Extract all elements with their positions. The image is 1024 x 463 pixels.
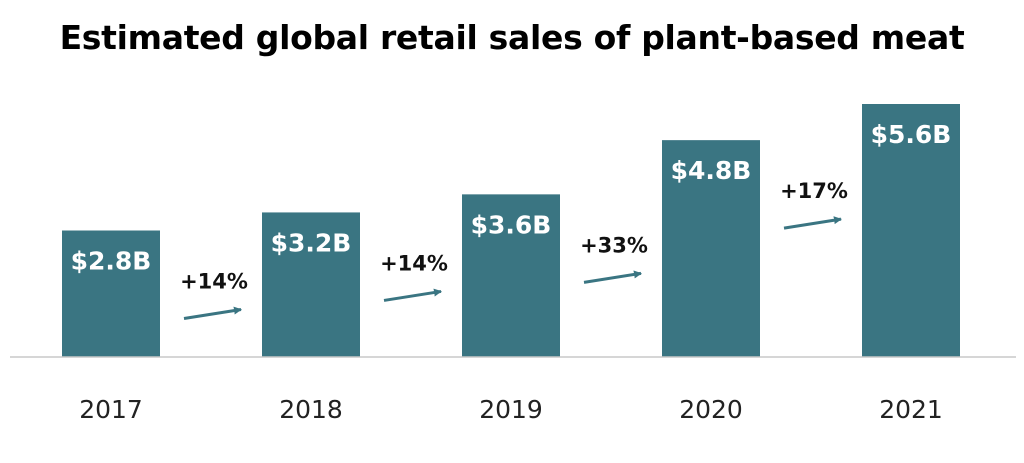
growth-arrow-icon: [183, 306, 242, 320]
bar-value-label: $4.8B: [671, 156, 752, 185]
growth-label: +17%: [780, 179, 848, 203]
bar-2021: [862, 104, 960, 357]
x-tick-label: 2019: [479, 395, 543, 424]
growth-arrow-icon: [783, 216, 842, 230]
bar-value-label: $2.8B: [71, 247, 152, 276]
bar-2018: [262, 212, 360, 357]
growth-label: +33%: [580, 233, 648, 257]
x-tick-label: 2018: [279, 395, 343, 424]
bar-value-label: $3.6B: [471, 210, 552, 239]
growth-label: +14%: [180, 270, 248, 294]
bar-2019: [462, 194, 560, 357]
x-tick-labels: 2017 2018 2019 2020 2021: [79, 395, 943, 424]
x-tick-label: 2017: [79, 395, 143, 424]
growth-arrow-icon: [383, 288, 442, 302]
growth-annotations: +14% +14% +33% +17%: [180, 179, 848, 320]
growth-label: +14%: [380, 251, 448, 275]
bar-value-label: $5.6B: [871, 120, 952, 149]
x-tick-label: 2020: [679, 395, 743, 424]
bar-2020: [662, 140, 760, 357]
growth-arrow-icon: [583, 270, 642, 284]
bars-group: $2.8B $3.2B $3.6B $4.8B $5.6B: [62, 104, 960, 357]
chart-title: Estimated global retail sales of plant-b…: [59, 18, 965, 57]
bar-value-label: $3.2B: [271, 228, 352, 257]
bar-2017: [62, 230, 160, 357]
x-tick-label: 2021: [879, 395, 943, 424]
